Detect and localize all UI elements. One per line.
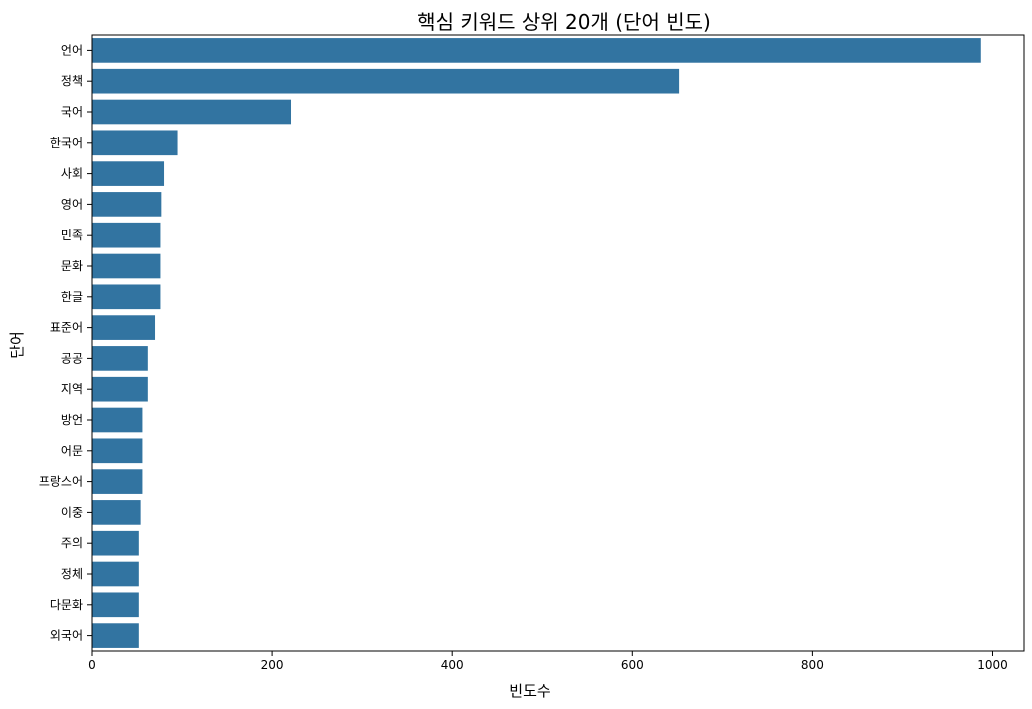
- bar-7: [92, 222, 161, 248]
- bar-19: [92, 592, 139, 618]
- y-tick-label: 민족: [61, 228, 83, 242]
- x-tick-labels: 0 200 400 600 800 1000: [88, 651, 1008, 672]
- y-tick-label: 한국어: [50, 136, 83, 150]
- bar-3: [92, 99, 292, 125]
- x-tick-label: 800: [801, 658, 824, 672]
- bar-20: [92, 623, 139, 648]
- y-tick-label: 이중: [61, 505, 83, 519]
- y-tick-label: 한글: [61, 290, 83, 304]
- bar-14: [92, 438, 143, 464]
- y-tick-label: 정책: [61, 73, 83, 88]
- x-axis-label: 빈도수: [509, 682, 550, 700]
- bar-10: [92, 315, 156, 340]
- x-tick-label: 400: [441, 658, 464, 672]
- bar-17: [92, 530, 139, 556]
- y-tick-label: 외국어: [50, 629, 83, 643]
- y-tick-label: 다문화: [50, 598, 83, 612]
- bar-9: [92, 284, 161, 310]
- y-tick-label: 영어: [61, 197, 83, 211]
- bar-16: [92, 500, 141, 525]
- y-tick-label: 문화: [61, 259, 83, 273]
- y-tick-label: 어문: [61, 444, 83, 458]
- bar-1: [92, 38, 981, 63]
- y-tick-label: 주의: [61, 536, 83, 550]
- y-tick-label: 국어: [61, 105, 83, 119]
- x-tick-label: 1000: [977, 658, 1008, 672]
- x-tick-label: 200: [261, 658, 284, 672]
- y-tick-label: 지역: [61, 382, 83, 396]
- y-tick-label: 표준어: [50, 321, 83, 335]
- x-tick-label: 600: [621, 658, 644, 672]
- bar-6: [92, 192, 162, 217]
- bar-8: [92, 253, 161, 279]
- y-tick-label: 언어: [61, 43, 83, 57]
- bar-12: [92, 376, 148, 402]
- bar-5: [92, 161, 165, 186]
- chart-title: 핵심 키워드 상위 20개 (단어 빈도): [417, 10, 711, 34]
- y-tick-label: 프랑스어: [39, 475, 83, 489]
- bar-11: [92, 346, 148, 371]
- y-tick-label: 방언: [61, 413, 83, 427]
- y-tick-label: 공공: [61, 351, 83, 365]
- y-tick-label: 정체: [61, 567, 83, 581]
- x-tick-label: 0: [88, 658, 96, 672]
- bar-15: [92, 469, 143, 494]
- bar-2: [92, 68, 680, 94]
- y-tick-labels: 언어정책국어한국어사회영어민족문화한글표준어공공지역방언어문프랑스어이중주의정체…: [39, 43, 92, 643]
- bar-18: [92, 561, 139, 587]
- bar-4: [92, 130, 178, 156]
- y-tick-label: 사회: [61, 167, 83, 181]
- plot-frame: [91, 34, 1025, 652]
- y-axis-label: 단어: [8, 331, 26, 359]
- bars-group: [92, 38, 981, 648]
- bar-13: [92, 407, 143, 433]
